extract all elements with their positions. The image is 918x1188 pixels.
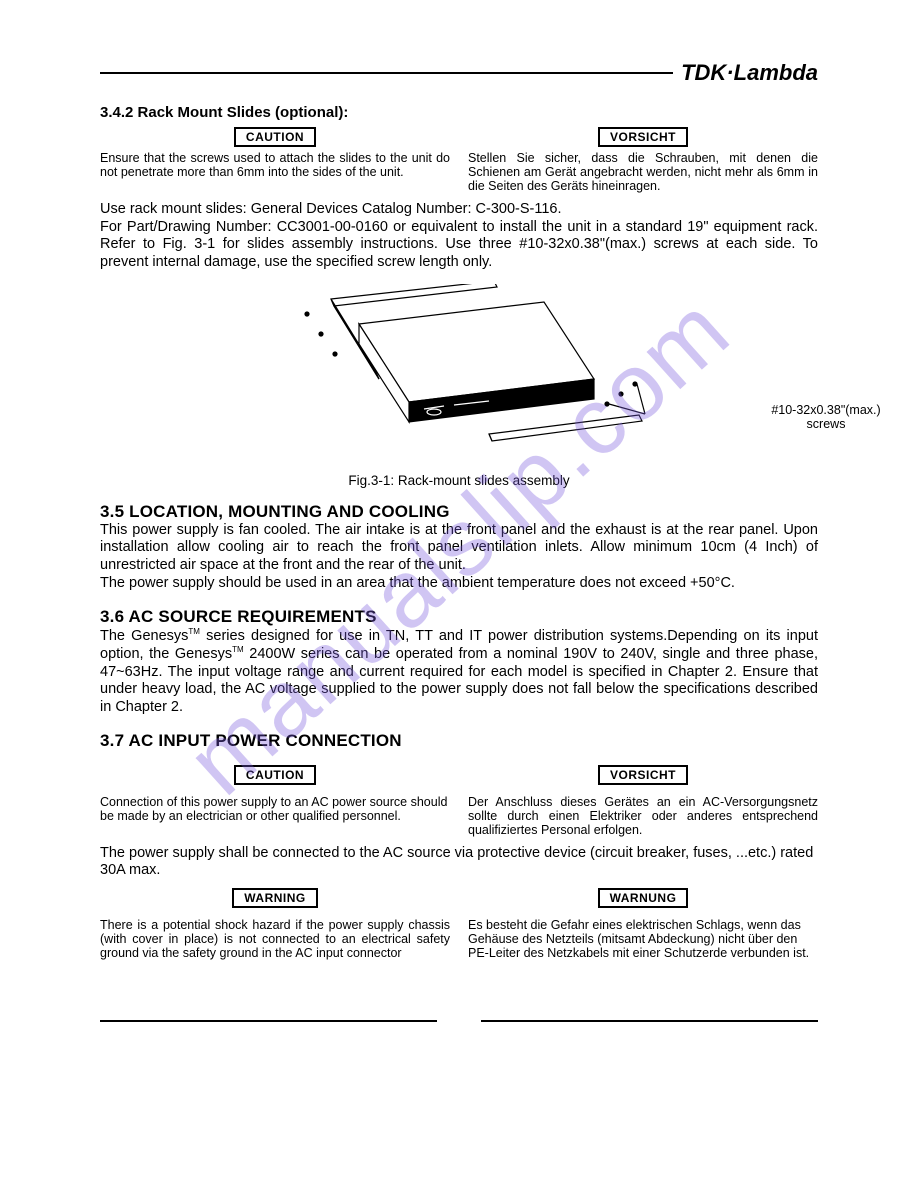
callout-line1: #10-32x0.38"(max.) <box>771 403 880 417</box>
warning-wrap-en: WARNING <box>100 888 450 908</box>
caution-label-de: VORSICHT <box>598 127 688 147</box>
footer-rule-right <box>481 1020 818 1022</box>
caution-label-de-37: VORSICHT <box>598 765 688 785</box>
heading-35: 3.5 LOCATION, MOUNTING AND COOLING <box>100 502 818 522</box>
caution-box-wrap-de: VORSICHT <box>468 127 818 147</box>
caution-text-de-37: Der Anschluss dieses Gerätes an ein AC-V… <box>468 795 818 837</box>
page: manualslip.com TDK·Lambda 3.4.2 Rack Mou… <box>0 0 918 1092</box>
rack-mount-diagram <box>239 284 679 464</box>
warning-wrap-de: WARNUNG <box>468 888 818 908</box>
figure-3-1: #10-32x0.38"(max.) screws Fig.3-1: Rack-… <box>100 284 818 488</box>
body-342: Use rack mount slides: General Devices C… <box>100 201 818 272</box>
caution-col-de: VORSICHT Stellen Sie sicher, dass die Sc… <box>468 127 818 193</box>
footer-rules <box>100 1020 818 1022</box>
heading-36: 3.6 AC SOURCE REQUIREMENTS <box>100 607 818 627</box>
caution-row-342: CAUTION Ensure that the screws used to a… <box>100 127 818 193</box>
caution-col-en: CAUTION Ensure that the screws used to a… <box>100 127 450 193</box>
warning-col-en: WARNING There is a potential shock hazar… <box>100 888 450 960</box>
warning-row-37: WARNING There is a potential shock hazar… <box>100 888 818 960</box>
brand-logo: TDK·Lambda <box>673 60 818 86</box>
tm-1: TM <box>188 627 200 636</box>
caution-label-en-37: CAUTION <box>234 765 316 785</box>
warning-text-en: There is a potential shock hazard if the… <box>100 918 450 960</box>
warning-label-en: WARNING <box>232 888 318 908</box>
callout-line2: screws <box>807 417 846 431</box>
tm-2: TM <box>232 645 244 654</box>
spacer <box>100 751 818 765</box>
footer-rule-left <box>100 1020 437 1022</box>
warning-col-de: WARNUNG Es besteht die Gefahr eines elek… <box>468 888 818 960</box>
warning-label-de: WARNUNG <box>598 888 689 908</box>
caution-text-en-37: Connection of this power supply to an AC… <box>100 795 450 823</box>
heading-37: 3.7 AC INPUT POWER CONNECTION <box>100 731 818 751</box>
caution-col-en-37: CAUTION Connection of this power supply … <box>100 765 450 837</box>
caution-text-en: Ensure that the screws used to attach th… <box>100 151 450 179</box>
caution-wrap-en-37: CAUTION <box>100 765 450 785</box>
figure-callout: #10-32x0.38"(max.) screws <box>766 403 886 431</box>
header-row: TDK·Lambda <box>100 60 818 86</box>
body-36: The GenesysTM series designed for use in… <box>100 627 818 717</box>
caution-label-en: CAUTION <box>234 127 316 147</box>
warning-text-de: Es besteht die Gefahr eines elektrischen… <box>468 918 818 960</box>
heading-342: 3.4.2 Rack Mount Slides (optional): <box>100 104 818 121</box>
caution-wrap-de-37: VORSICHT <box>468 765 818 785</box>
figure-caption: Fig.3-1: Rack-mount slides assembly <box>100 473 818 488</box>
body-37-mid: The power supply shall be connected to t… <box>100 845 818 880</box>
body-36-pre: The Genesys <box>100 627 188 643</box>
header-rule <box>100 72 673 74</box>
caution-col-de-37: VORSICHT Der Anschluss dieses Gerätes an… <box>468 765 818 837</box>
caution-box-wrap-en: CAUTION <box>100 127 450 147</box>
caution-row-37: CAUTION Connection of this power supply … <box>100 765 818 837</box>
body-35: This power supply is fan cooled. The air… <box>100 522 818 593</box>
caution-text-de: Stellen Sie sicher, dass die Schrauben, … <box>468 151 818 193</box>
